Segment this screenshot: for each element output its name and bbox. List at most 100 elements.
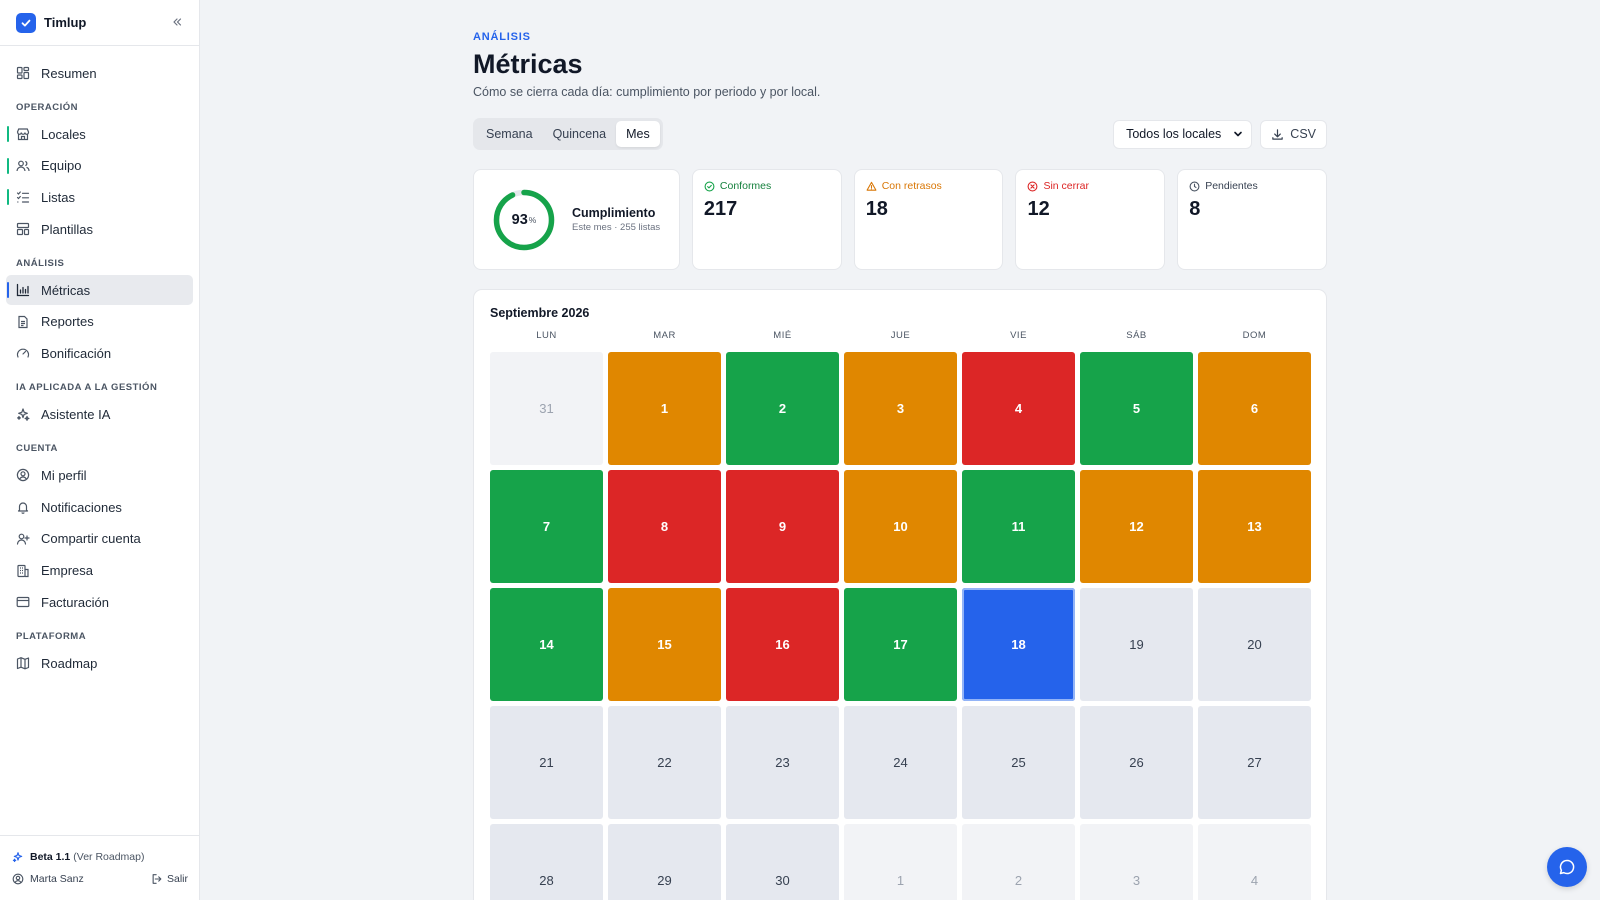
toolbar-actions: Todos los locales CSV — [1113, 119, 1327, 149]
sidebar-item-perfil[interactable]: Mi perfil — [6, 460, 193, 490]
compliance-ring-arc — [493, 189, 555, 250]
sidebar-item-label: Mi perfil — [41, 467, 87, 483]
weekday-label: VIE — [1010, 330, 1027, 341]
download-icon — [1272, 128, 1284, 140]
credit-card-icon — [16, 595, 30, 609]
tab-mes[interactable]: Mes — [616, 121, 660, 147]
sidebar-item-roadmap[interactable]: Roadmap — [6, 648, 193, 678]
kpi-pendientes-value: 8 — [1189, 198, 1201, 220]
x-circle-icon — [1028, 181, 1038, 191]
locale-select[interactable]: Todos los locales — [1113, 119, 1253, 149]
warning-icon — [866, 181, 877, 191]
sidebar-item-resumen[interactable]: Resumen — [6, 58, 193, 88]
check-logo-icon[interactable] — [16, 12, 36, 33]
kpi-cumplimiento: 93% Cumplimiento Este mes · 255 listas — [473, 169, 680, 270]
sidebar-item-label: Locales — [41, 126, 86, 142]
calendar-day[interactable]: 4 — [962, 352, 1075, 465]
calendar-day[interactable]: 14 — [490, 588, 603, 701]
tab-semana[interactable]: Semana — [486, 127, 533, 141]
dashboard-icon — [16, 66, 30, 80]
chat-button[interactable] — [1547, 847, 1587, 887]
sidebar-item-label: Plantillas — [41, 221, 94, 237]
section-cuenta: CUENTA — [16, 443, 58, 455]
beta-row[interactable]: Beta 1.1 (Ver Roadmap) — [12, 846, 188, 868]
users-icon — [16, 159, 30, 173]
sidebar-item-reportes[interactable]: Reportes — [6, 307, 193, 337]
sidebar-item-plantillas[interactable]: Plantillas — [6, 214, 193, 244]
sidebar-item-label: Bonificación — [41, 345, 112, 361]
kpi-conformes-label-row: Conformes — [704, 180, 830, 192]
collapse-sidebar-icon[interactable] — [171, 15, 183, 31]
calendar-grid: 31 1 2 3 4 5 6 7 8 9 10 11 12 13 14 15 16 17 18 19 20 21 22 23 2… — [490, 352, 1311, 900]
sidebar-item-notificaciones[interactable]: Notificaciones — [6, 492, 193, 522]
calendar-day[interactable]: 29 — [608, 824, 721, 900]
weekday-label: DOM — [1242, 330, 1267, 341]
sidebar-item-metricas[interactable]: Métricas — [6, 275, 193, 306]
kpi-pendientes: Pendientes 8 — [1177, 169, 1327, 270]
calendar-day[interactable]: 28 — [490, 824, 603, 900]
calendar-day[interactable]: 25 — [962, 706, 1075, 819]
checklist-icon — [16, 190, 30, 204]
roadmap-link[interactable]: (Ver Roadmap) — [73, 851, 145, 863]
user-circle-icon — [12, 873, 24, 885]
calendar-day[interactable]: 16 — [726, 588, 839, 701]
calendar-day[interactable]: 7 — [490, 470, 603, 583]
template-icon — [16, 222, 30, 236]
kpi-conformes-label: Conformes — [719, 180, 772, 192]
sparkles-icon — [12, 851, 24, 863]
calendar-day-today[interactable]: 18 — [962, 588, 1075, 701]
calendar-day[interactable]: 2 — [726, 352, 839, 465]
compliance-subtitle: Este mes · 255 listas — [572, 222, 661, 233]
kpi-sin-cerrar: Sin cerrar 12 — [1015, 169, 1166, 270]
sidebar-item-locales[interactable]: Locales — [6, 119, 193, 149]
store-icon — [16, 127, 30, 141]
section-operacion: OPERACIÓN — [16, 102, 79, 113]
weekday-label: LUN — [536, 330, 557, 341]
calendar-day[interactable]: 22 — [608, 706, 721, 819]
sidebar-item-asistente[interactable]: Asistente IA — [6, 399, 193, 429]
calendar-day[interactable]: 5 — [1080, 352, 1193, 465]
sidebar-item-compartir[interactable]: Compartir cuenta — [6, 524, 193, 554]
kpi-retrasos-label: Con retrasos — [881, 180, 942, 192]
kpi-retrasos-label-row: Con retrasos — [866, 180, 992, 192]
logout-button[interactable]: Salir — [151, 873, 188, 885]
sidebar-item-listas[interactable]: Listas — [6, 182, 193, 212]
calendar-day[interactable]: 24 — [844, 706, 957, 819]
calendar-day[interactable]: 3 — [844, 352, 957, 465]
kpi-retrasos: Con retrasos 18 — [853, 169, 1004, 270]
calendar-day[interactable]: 1 — [608, 352, 721, 465]
weekday-label: JUE — [890, 330, 911, 341]
weekday-label: SÁB — [1126, 330, 1147, 341]
sidebar-item-bonificacion[interactable]: Bonificación — [6, 338, 193, 368]
calendar-day[interactable]: 17 — [844, 588, 957, 701]
calendar-day[interactable]: 27 — [1198, 706, 1311, 819]
calendar-day[interactable]: 10 — [844, 470, 957, 583]
calendar-day[interactable]: 21 — [490, 706, 603, 819]
calendar-day[interactable]: 23 — [726, 706, 839, 819]
calendar-day[interactable]: 13 — [1198, 470, 1311, 583]
csv-export-button[interactable]: CSV — [1260, 119, 1327, 149]
toolbar: Semana Quincena Mes Todos los locales CS… — [473, 118, 1327, 150]
locale-select-value: Todos los locales — [1126, 127, 1222, 141]
calendar-day[interactable]: 9 — [726, 470, 839, 583]
calendar-day[interactable]: 30 — [726, 824, 839, 900]
check-circle-icon — [704, 181, 715, 191]
calendar-day[interactable]: 20 — [1198, 588, 1311, 701]
sidebar-item-empresa[interactable]: Empresa — [6, 556, 193, 586]
calendar-day[interactable]: 19 — [1080, 588, 1193, 701]
compliance-value: 93% — [492, 188, 556, 252]
compliance-ring: 93% — [492, 188, 556, 252]
tab-quincena[interactable]: Quincena — [552, 127, 607, 141]
compliance-number: 93 — [511, 211, 528, 228]
page-title: Métricas — [473, 49, 583, 79]
calendar-day[interactable]: 8 — [608, 470, 721, 583]
sidebar-item-label: Roadmap — [41, 655, 98, 671]
calendar-day[interactable]: 6 — [1198, 352, 1311, 465]
calendar-day[interactable]: 15 — [608, 588, 721, 701]
calendar-day[interactable]: 11 — [962, 470, 1075, 583]
sidebar-item-equipo[interactable]: Equipo — [6, 151, 193, 181]
page-eyebrow: ANÁLISIS — [473, 31, 531, 43]
calendar-day[interactable]: 26 — [1080, 706, 1193, 819]
calendar-day[interactable]: 12 — [1080, 470, 1193, 583]
sidebar-item-facturacion[interactable]: Facturación — [6, 587, 193, 617]
